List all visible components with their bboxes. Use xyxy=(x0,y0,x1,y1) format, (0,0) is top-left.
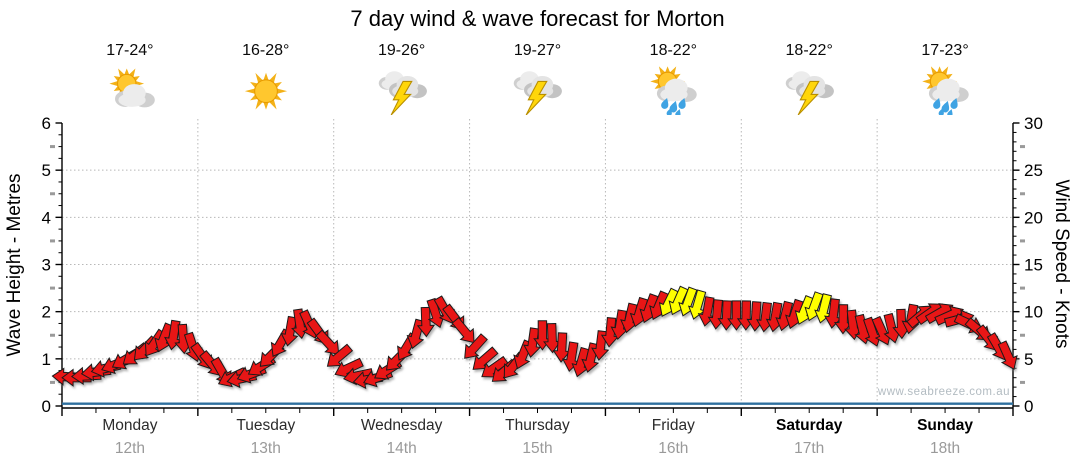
temperature-range: 18-22° xyxy=(649,42,697,59)
wind-arrow xyxy=(315,329,340,355)
temperature-range: 17-23° xyxy=(921,42,969,59)
left-tick-label: 3 xyxy=(42,256,51,275)
day-forecast-saturday: 18-22° xyxy=(741,42,877,120)
day-date: 17th xyxy=(794,440,825,457)
day-date: 14th xyxy=(386,440,417,457)
temperature-range: 16-28° xyxy=(242,42,290,59)
day-name: Wednesday xyxy=(360,417,443,434)
wind-arrow xyxy=(543,322,562,354)
sun-rain-icon xyxy=(647,63,699,120)
wind-arrow xyxy=(552,332,571,363)
storm-icon xyxy=(376,63,428,120)
day-forecast-sunday: 17-23° xyxy=(877,42,1013,120)
right-tick-label: 25 xyxy=(1024,161,1043,180)
left-tick-label: 6 xyxy=(42,114,51,133)
page-title: 7 day wind & wave forecast for Morton xyxy=(350,6,725,31)
day-name: Sunday xyxy=(917,417,974,434)
sun-cloud-icon xyxy=(104,63,156,120)
wind-arrow xyxy=(464,333,488,359)
wind-arrow xyxy=(610,309,629,341)
wind-arrow xyxy=(451,316,475,344)
right-tick-label: 5 xyxy=(1024,350,1033,369)
wind-arrow xyxy=(416,306,436,338)
day-date: 12th xyxy=(114,440,145,457)
wind-arrow xyxy=(600,317,620,348)
wind-arrow xyxy=(164,319,183,351)
wind-arrow xyxy=(997,340,1018,371)
day-forecast-thursday: 19-27° xyxy=(470,42,606,120)
right-tick-label: 20 xyxy=(1024,208,1043,227)
wind-arrow xyxy=(814,293,832,324)
wind-arrow xyxy=(571,346,590,378)
day-name: Thursday xyxy=(505,417,570,434)
wind-arrow xyxy=(334,357,364,378)
day-forecast-friday: 18-22° xyxy=(605,42,741,120)
temperature-range: 17-24° xyxy=(106,42,154,59)
day-date: 16th xyxy=(658,440,689,457)
left-tick-label: 1 xyxy=(42,350,51,369)
right-tick-label: 30 xyxy=(1024,114,1043,133)
day-name: Tuesday xyxy=(236,417,296,434)
right-tick-label: 15 xyxy=(1024,256,1043,275)
wind-arrow xyxy=(472,346,499,370)
wind-arrow xyxy=(280,315,299,347)
left-tick-label: 5 xyxy=(42,161,51,180)
sun-rain-icon xyxy=(919,63,971,120)
left-tick-label: 4 xyxy=(42,208,51,227)
right-tick-label: 0 xyxy=(1024,397,1033,416)
day-forecast-monday: 17-24° xyxy=(62,42,198,120)
storm-icon xyxy=(783,63,835,120)
day-name: Friday xyxy=(651,417,695,434)
day-date: 13th xyxy=(250,440,281,457)
wind-arrow xyxy=(426,297,446,329)
day-name: Saturday xyxy=(776,417,843,434)
watermark: www.seabreeze.com.au xyxy=(877,386,1010,398)
temperature-range: 19-26° xyxy=(377,42,426,59)
day-forecast-wednesday: 19-26° xyxy=(334,42,470,120)
right-tick-label: 10 xyxy=(1024,303,1043,322)
wind-arrow xyxy=(326,343,354,367)
day-date: 15th xyxy=(522,440,553,457)
day-forecast-tuesday: 16-28° xyxy=(198,42,334,120)
storm-icon xyxy=(511,63,563,120)
wind-arrow xyxy=(687,289,707,320)
wind-arrow-series xyxy=(51,285,1018,390)
wind-arrow xyxy=(824,298,843,329)
sun-icon xyxy=(240,63,292,120)
temperature-range: 19-27° xyxy=(513,42,562,59)
left-tick-label: 0 xyxy=(42,397,51,416)
wind-arrow xyxy=(523,327,542,358)
day-name: Monday xyxy=(102,417,158,434)
wind-arrow xyxy=(561,341,581,373)
left-tick-label: 2 xyxy=(42,303,51,322)
temperature-range: 18-22° xyxy=(785,42,833,59)
day-date: 18th xyxy=(929,440,961,457)
